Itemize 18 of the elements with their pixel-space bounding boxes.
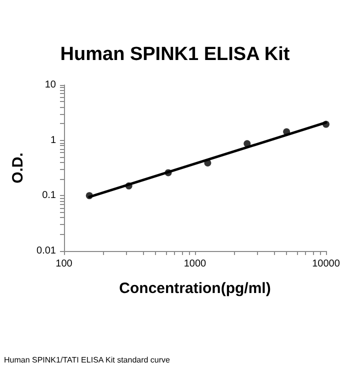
chart-title: Human SPINK1 ELISA Kit [60, 44, 290, 65]
point [244, 140, 251, 148]
point [164, 169, 172, 176]
x-tick-label: 1000 [184, 258, 207, 270]
point [125, 182, 132, 190]
point [86, 192, 93, 200]
y-tick-label: 10 [44, 80, 56, 90]
text: Human SPINK1/TATI ELISA Kit standard curve [4, 356, 171, 364]
x-tick-label: 10000 [312, 258, 340, 270]
point [283, 128, 290, 136]
y-tick-label: 1 [50, 134, 56, 146]
y-tick-label: 0.1 [42, 190, 56, 202]
y-tick-label: 0.01 [36, 246, 56, 256]
x-tick-label: 100 [56, 258, 73, 270]
y-axis-title: O.D. [10, 152, 27, 184]
point [204, 159, 212, 166]
point [322, 120, 330, 128]
x-axis-title: Concentration(pg/ml) [119, 280, 271, 297]
